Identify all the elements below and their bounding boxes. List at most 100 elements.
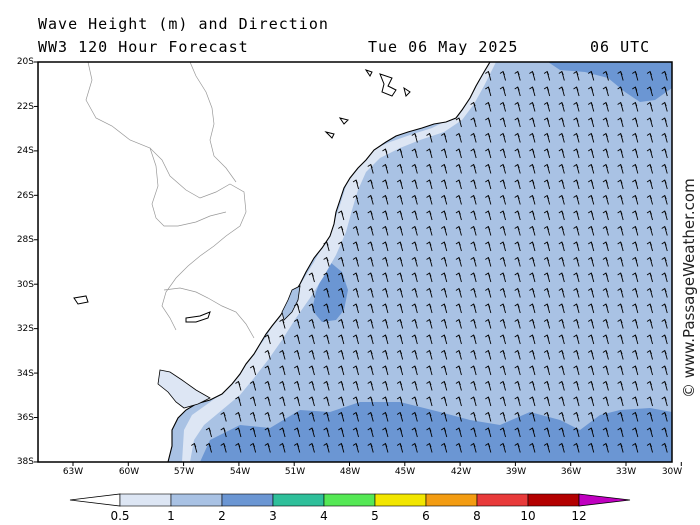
wave-arrow	[411, 396, 418, 407]
wave-arrow	[529, 380, 536, 391]
wave-arrow	[470, 163, 477, 174]
wave-arrow	[543, 256, 551, 267]
wave-arrow	[323, 241, 330, 252]
wave-arrow	[558, 179, 565, 190]
wave-arrow	[323, 334, 330, 345]
wave-arrow	[543, 70, 551, 81]
wave-arrow	[617, 225, 624, 236]
wave-arrow	[367, 396, 374, 407]
wave-arrow	[646, 179, 653, 190]
wave-arrow	[411, 272, 418, 283]
wave-arrow	[411, 287, 418, 298]
wave-arrow	[514, 225, 521, 236]
wave-arrow	[499, 194, 506, 205]
wave-arrow	[426, 427, 433, 438]
wave-arrow	[426, 349, 433, 360]
wave-arrow	[587, 380, 595, 391]
wave-arrow	[632, 163, 639, 174]
wave-arrow	[308, 411, 315, 422]
wave-arrow	[485, 256, 492, 267]
wave-arrow	[440, 132, 448, 143]
wave-arrow	[646, 365, 653, 376]
wave-arrow	[499, 303, 506, 314]
wave-arrow	[382, 349, 389, 360]
wave-arrow	[587, 396, 595, 407]
wave-arrow	[529, 303, 536, 314]
wave-arrow	[411, 411, 418, 422]
wave-arrow	[308, 396, 315, 407]
wave-arrow	[338, 225, 345, 236]
wave-arrow	[587, 287, 595, 298]
wave-arrow	[485, 272, 492, 283]
wave-arrow	[514, 148, 521, 159]
wave-arrow	[396, 427, 404, 438]
scale-label-6: 6	[422, 509, 430, 523]
wave-arrow	[382, 256, 389, 267]
wave-arrow	[646, 380, 653, 391]
wave-arrow	[455, 225, 462, 236]
wave-arrow	[382, 163, 389, 174]
wave-arrow	[558, 132, 565, 143]
wave-arrow	[205, 442, 212, 453]
wave-arrow	[661, 411, 668, 422]
wave-arrow	[632, 241, 639, 252]
wave-arrow	[264, 365, 271, 376]
wave-arrow	[661, 365, 668, 376]
wave-arrow	[573, 318, 580, 329]
wave-arrow	[499, 365, 506, 376]
wave-arrow	[529, 396, 536, 407]
wave-arrow	[352, 411, 359, 422]
wave-arrow	[661, 241, 668, 252]
wave-arrow	[382, 365, 389, 376]
wave-arrow	[558, 210, 565, 221]
wave-arrow	[235, 442, 242, 453]
lon-label-51w: 51W	[284, 467, 306, 477]
wave-arrow	[558, 287, 565, 298]
wave-arrow	[558, 86, 565, 97]
wave-arrow	[646, 163, 653, 174]
wave-arrow	[485, 70, 492, 81]
wave-arrow	[499, 148, 506, 159]
wave-arrow	[440, 365, 448, 376]
wave-arrow	[587, 117, 595, 128]
wave-arrow	[264, 411, 271, 422]
wave-arrow	[646, 148, 653, 159]
scale-label-2: 2	[218, 509, 226, 523]
wave-arrow	[573, 256, 580, 267]
lat-label-24s: 24S	[16, 146, 34, 156]
wave-arrow	[661, 427, 668, 438]
wave-arrow	[514, 179, 521, 190]
wave-arrow	[499, 117, 506, 128]
wave-arrow	[470, 179, 477, 190]
wave-arrow	[499, 380, 506, 391]
wave-arrow	[485, 179, 492, 190]
wave-arrow	[617, 411, 624, 422]
wave-arrow	[558, 396, 565, 407]
wave-arrow	[632, 194, 639, 205]
wave-arrow	[308, 334, 315, 345]
wave-arrow	[514, 163, 521, 174]
wave-arrow	[587, 241, 595, 252]
wave-arrow	[249, 380, 257, 391]
rio-de-la-plata	[157, 369, 211, 409]
wave-arrow	[411, 380, 418, 391]
wave-arrow	[514, 349, 521, 360]
wave-arrow	[558, 349, 565, 360]
wave-arrow	[573, 148, 580, 159]
wave-arrow	[367, 256, 374, 267]
wave-arrow	[367, 241, 374, 252]
scale-band-4	[323, 493, 376, 507]
wave-arrow	[529, 194, 536, 205]
wave-arrow	[338, 380, 345, 391]
wave-arrow	[293, 334, 301, 345]
wave-arrow	[411, 256, 418, 267]
wave-arrow	[440, 349, 448, 360]
wave-arrow	[514, 334, 521, 345]
wave-arrow	[293, 303, 301, 314]
wave-arrow	[485, 427, 492, 438]
wave-arrow	[573, 287, 580, 298]
wave-arrow	[587, 272, 595, 283]
wave-arrow	[646, 442, 653, 453]
wave-arrow	[235, 396, 242, 407]
lon-label-45w: 45W	[394, 467, 416, 477]
